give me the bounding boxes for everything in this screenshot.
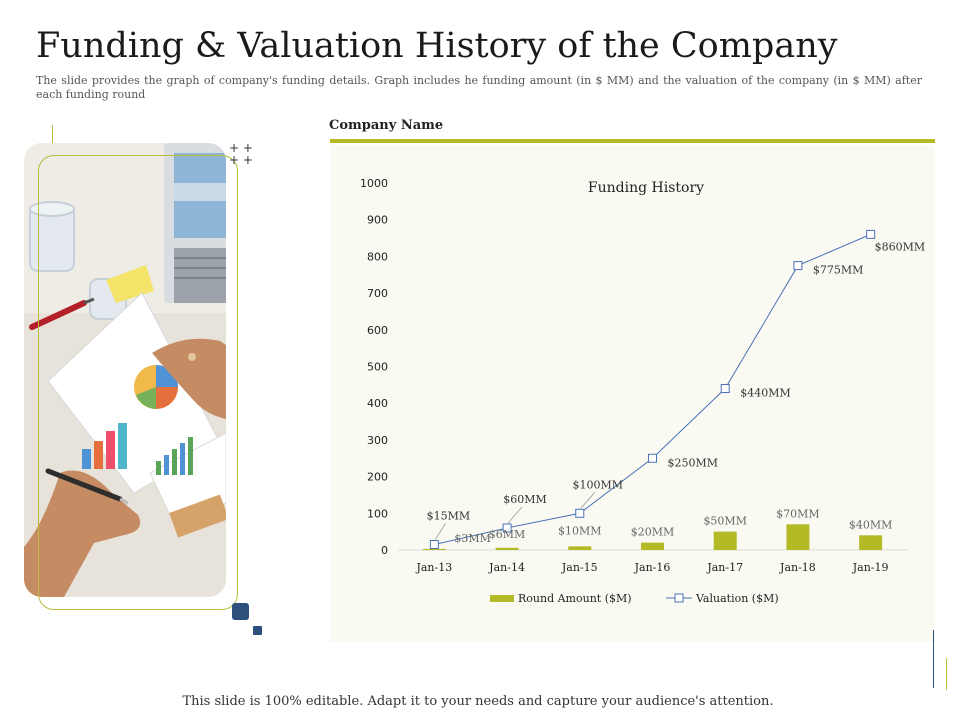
legend-swatch-round-amount <box>490 595 514 602</box>
valuation-data-label: $15MM <box>427 509 471 522</box>
round-amount-bars <box>422 524 883 550</box>
valuation-data-label: $60MM <box>503 493 547 506</box>
x-tick-label: Jan-19 <box>852 561 889 574</box>
data-label-leader <box>435 523 446 540</box>
decor-square-small <box>253 626 262 635</box>
x-axis-labels: Jan-13 Jan-14 Jan-15 Jan-16 Jan-17 Jan-18 Jan-… <box>415 561 888 574</box>
y-tick-label: 400 <box>367 397 388 410</box>
y-tick-label: 0 <box>381 544 388 557</box>
decor-line-olive <box>946 658 947 690</box>
y-tick-label: 700 <box>367 287 388 300</box>
y-tick-label: 1000 <box>360 177 388 190</box>
decor-line-navy <box>933 630 934 688</box>
legend-label-valuation: Valuation ($M) <box>695 592 779 605</box>
hand-left <box>24 468 141 597</box>
company-name-label: Company Name <box>329 118 444 133</box>
y-tick-label: 800 <box>367 250 388 263</box>
plus-decoration: + + + + <box>229 141 253 167</box>
decor-square-large <box>232 603 249 620</box>
bar-data-label: $20MM <box>631 526 675 539</box>
funding-history-chart: Funding History 0 100 200 300 400 500 600 700 80… <box>360 177 926 605</box>
data-label-leader <box>580 492 596 509</box>
bar-data-label: $10MM <box>558 524 602 537</box>
valuation-marker <box>648 453 657 463</box>
chart-panel <box>330 145 935 642</box>
valuation-data-label: $860MM <box>875 240 926 253</box>
slide-subtitle: The slide provides the graph of company'… <box>36 74 922 101</box>
y-tick-label: 300 <box>367 434 388 447</box>
x-tick-label: Jan-18 <box>779 561 816 574</box>
x-tick-label: Jan-16 <box>634 561 671 574</box>
bar-data-label: $50MM <box>703 515 747 528</box>
valuation-marker <box>575 508 585 518</box>
slide-title: Funding & Valuation History of the Compa… <box>36 26 838 66</box>
office-photo-illustration <box>24 143 226 597</box>
laptop-icon <box>164 143 226 303</box>
bar-data-label: $40MM <box>849 518 893 531</box>
valuation-marker <box>793 261 803 271</box>
bar-round-amount <box>422 548 446 550</box>
valuation-data-label: $775MM <box>813 264 864 277</box>
footer-note: This slide is 100% editable. Adapt it to… <box>182 694 774 709</box>
chart-title: Funding History <box>588 180 704 196</box>
bar-data-label: $6MM <box>489 528 526 541</box>
y-tick-label: 100 <box>367 507 388 520</box>
legend-label-round-amount: Round Amount ($M) <box>518 592 632 605</box>
pen-icon <box>29 297 95 330</box>
hand-right <box>152 338 226 419</box>
bar-round-amount <box>641 542 664 550</box>
data-labels: $3MM$6MM $10MM $20MM $50MM $70MM $40MM $15MM $6… <box>427 240 926 545</box>
bar-round-amount <box>568 546 592 550</box>
report-paper <box>47 292 221 494</box>
data-label-leader <box>507 506 523 524</box>
y-tick-label: 200 <box>367 471 388 484</box>
legend-marker-valuation <box>674 593 684 603</box>
valuation-marker <box>429 539 439 549</box>
bar-round-amount <box>713 531 737 550</box>
y-tick-label: 600 <box>367 324 388 337</box>
bar-data-label: $70MM <box>776 507 820 520</box>
x-tick-label: Jan-15 <box>561 561 598 574</box>
x-tick-label: Jan-13 <box>415 561 452 574</box>
company-rule <box>330 139 935 143</box>
y-tick-label: 500 <box>367 361 388 374</box>
photo-frame <box>38 155 238 610</box>
valuation-marker <box>720 384 730 394</box>
bar-data-label: $3MM <box>454 532 491 545</box>
valuation-data-label: $250MM <box>668 456 719 469</box>
office-photo <box>24 143 226 597</box>
bar-round-amount <box>495 547 519 550</box>
valuation-line <box>434 233 871 545</box>
x-tick-label: Jan-17 <box>706 561 743 574</box>
y-axis-labels: 0 100 200 300 400 500 600 700 800 900 1000 <box>360 177 388 557</box>
bar-round-amount <box>859 535 883 550</box>
valuation-marker <box>866 229 876 239</box>
chart-legend: Round Amount ($M) Valuation ($M) <box>490 592 779 605</box>
valuation-line-series <box>429 229 876 549</box>
y-tick-label: 900 <box>367 214 388 227</box>
x-tick-label: Jan-14 <box>488 561 525 574</box>
bar-round-amount <box>786 524 810 550</box>
valuation-data-label: $440MM <box>740 387 791 400</box>
valuation-marker <box>502 523 512 533</box>
valuation-data-label: $100MM <box>573 478 624 491</box>
